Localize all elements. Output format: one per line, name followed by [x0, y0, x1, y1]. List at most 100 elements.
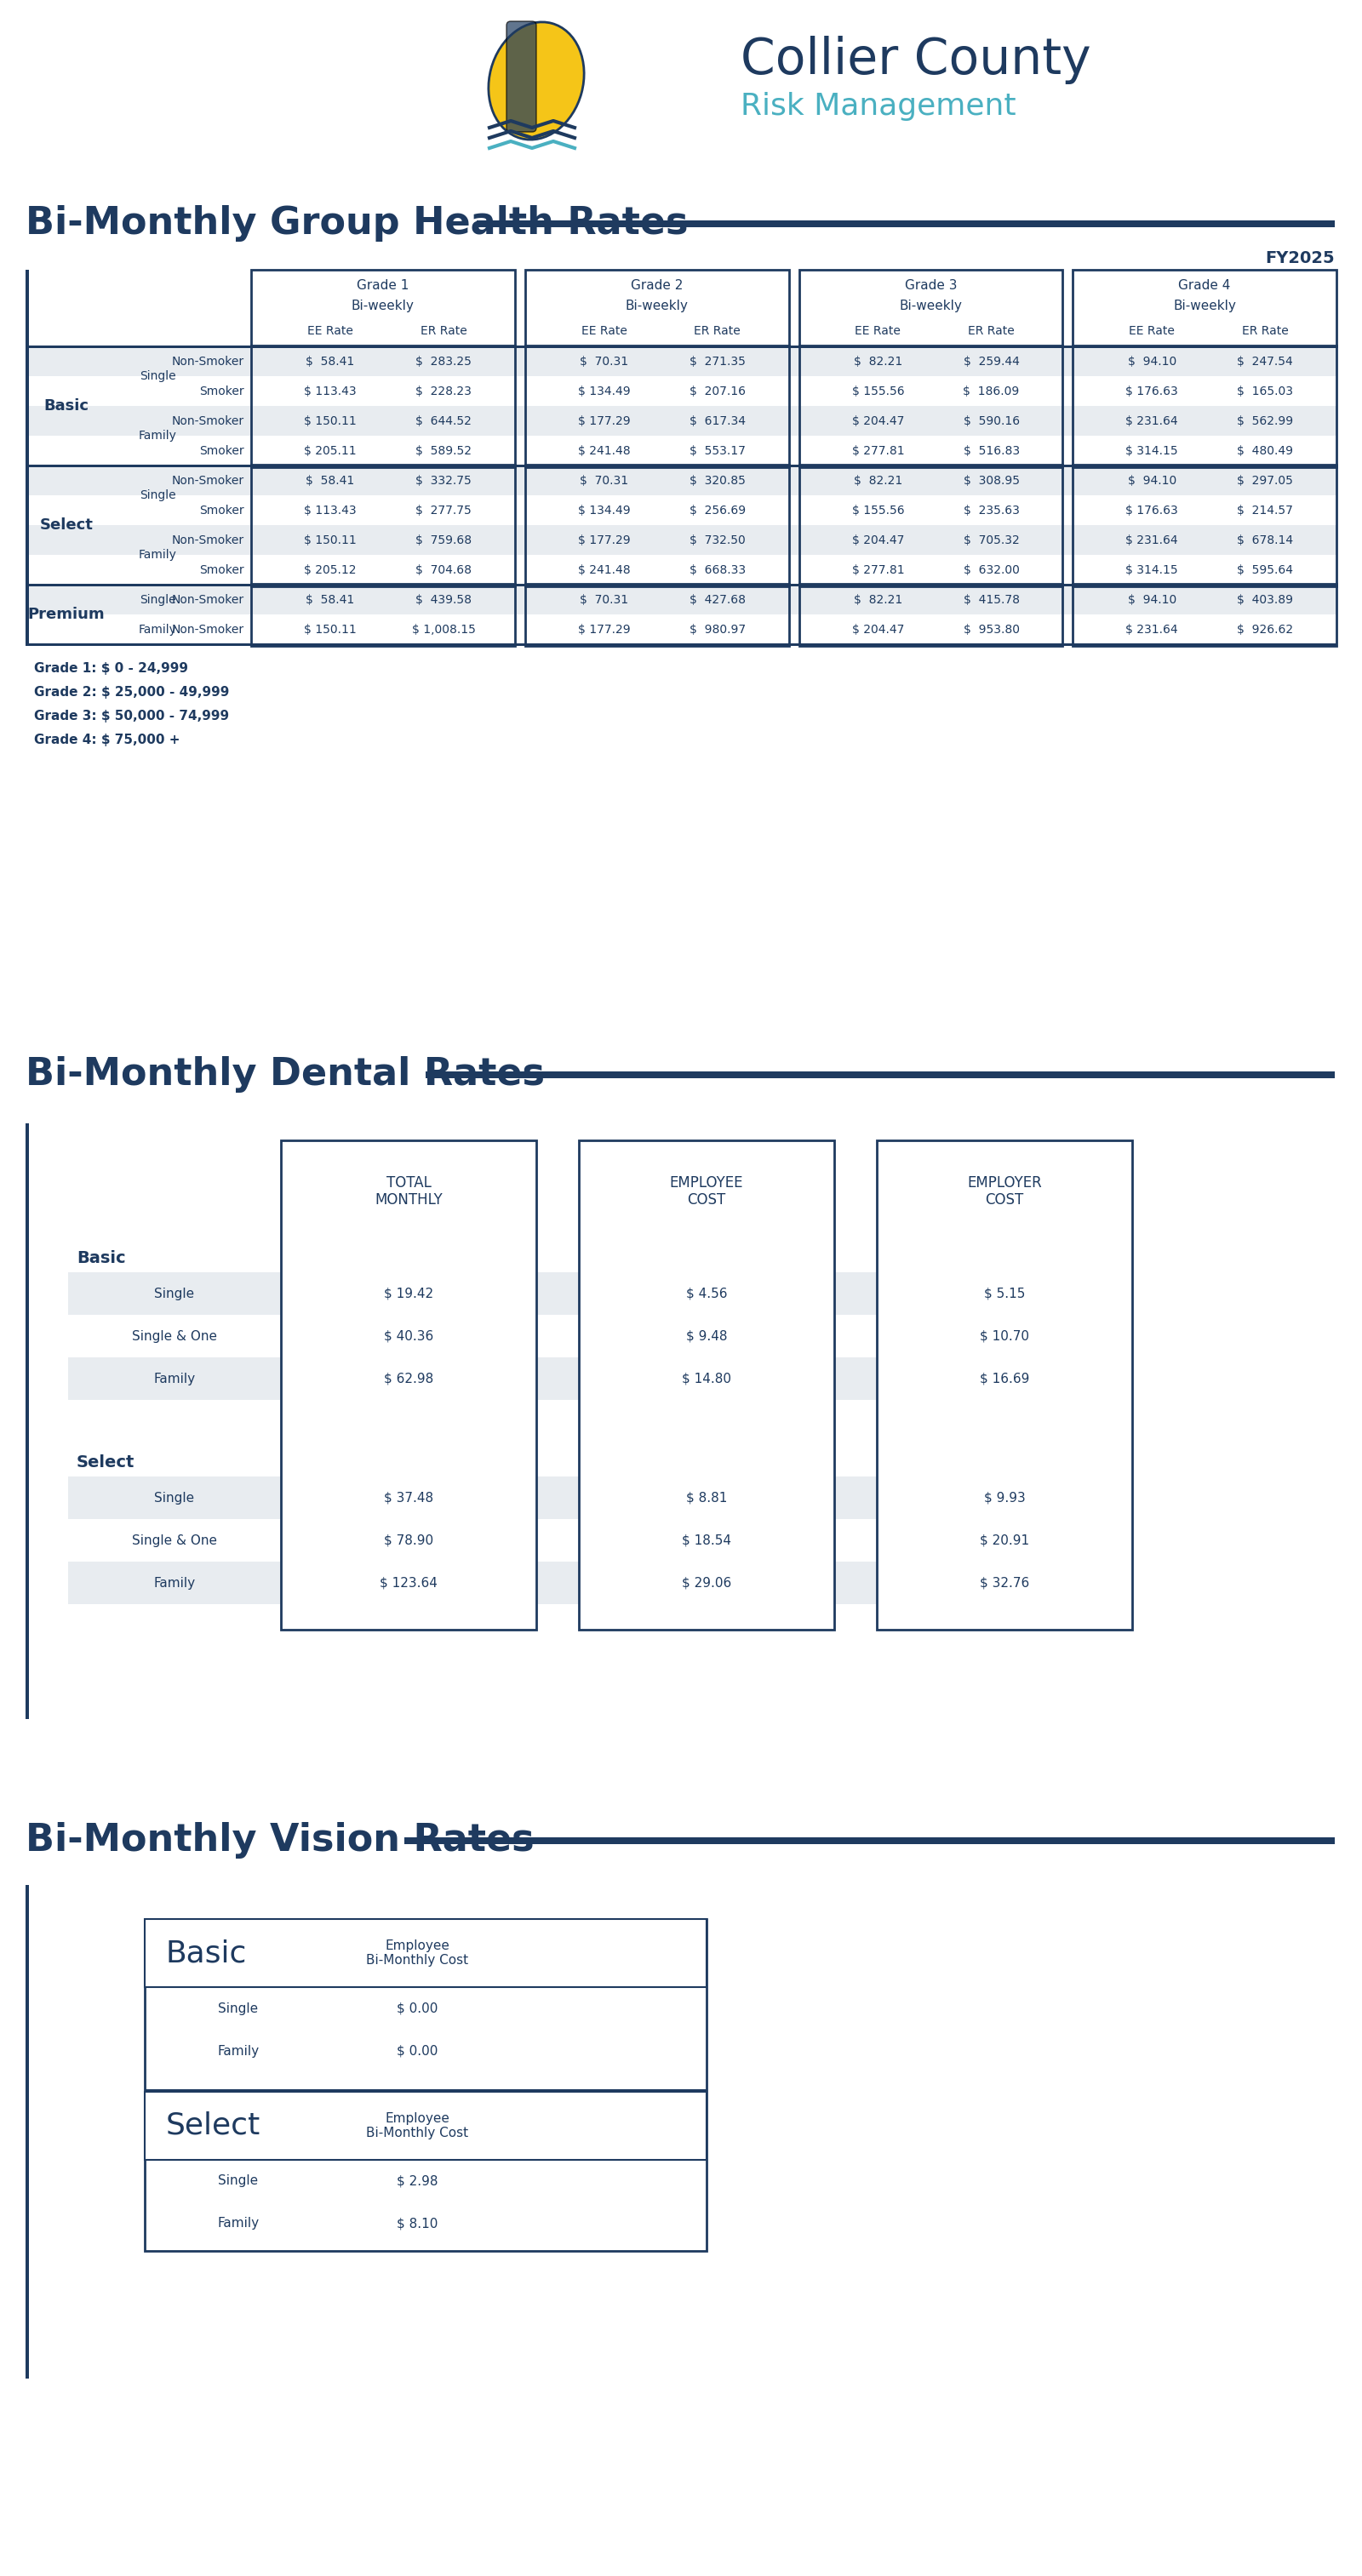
Text: $ 0.00: $ 0.00	[396, 2002, 437, 2014]
Text: $ 177.29: $ 177.29	[577, 623, 631, 636]
Text: $  590.16: $ 590.16	[963, 415, 1020, 428]
Text: $ 18.54: $ 18.54	[682, 1533, 731, 1546]
Text: Family: Family	[139, 623, 177, 636]
FancyBboxPatch shape	[877, 1141, 1132, 1631]
Text: $  553.17: $ 553.17	[689, 446, 745, 456]
Text: EE Rate: EE Rate	[855, 325, 900, 337]
Text: $  58.41: $ 58.41	[306, 592, 354, 605]
Text: $  759.68: $ 759.68	[415, 533, 471, 546]
FancyBboxPatch shape	[26, 435, 1336, 466]
Text: ER Rate: ER Rate	[695, 325, 741, 337]
Text: Smoker: Smoker	[199, 384, 244, 397]
FancyBboxPatch shape	[405, 1837, 1335, 1844]
FancyBboxPatch shape	[281, 1141, 537, 1631]
FancyBboxPatch shape	[477, 219, 1335, 227]
Text: $  668.33: $ 668.33	[689, 564, 745, 574]
Text: Grade 3: Grade 3	[904, 278, 957, 291]
Text: Risk Management: Risk Management	[741, 93, 1016, 121]
Text: Single: Single	[218, 2002, 259, 2014]
Text: Family: Family	[218, 2218, 259, 2231]
FancyBboxPatch shape	[26, 270, 29, 644]
Text: Employee
Bi-Monthly Cost: Employee Bi-Monthly Cost	[366, 2112, 469, 2141]
FancyBboxPatch shape	[68, 1273, 1132, 1314]
Text: $  589.52: $ 589.52	[415, 446, 471, 456]
Text: $ 4.56: $ 4.56	[686, 1288, 727, 1301]
Text: Bi-weekly: Bi-weekly	[899, 299, 962, 312]
Text: $  562.99: $ 562.99	[1237, 415, 1294, 428]
Text: $  617.34: $ 617.34	[689, 415, 745, 428]
Text: EMPLOYEE
COST: EMPLOYEE COST	[670, 1175, 744, 1208]
Text: $  595.64: $ 595.64	[1237, 564, 1294, 574]
Text: Smoker: Smoker	[199, 505, 244, 515]
Text: Family: Family	[154, 1577, 195, 1589]
Text: Single: Single	[139, 592, 176, 605]
Text: Premium: Premium	[27, 608, 105, 621]
FancyBboxPatch shape	[507, 21, 537, 131]
FancyBboxPatch shape	[68, 1358, 1132, 1399]
Text: $ 16.69: $ 16.69	[979, 1373, 1030, 1386]
Text: Family: Family	[139, 549, 177, 562]
Text: $ 32.76: $ 32.76	[979, 1577, 1030, 1589]
Text: $  247.54: $ 247.54	[1237, 355, 1294, 368]
Text: $ 231.64: $ 231.64	[1125, 533, 1178, 546]
Text: FY2025: FY2025	[1265, 250, 1335, 265]
Text: $  186.09: $ 186.09	[963, 384, 1020, 397]
FancyBboxPatch shape	[144, 2092, 707, 2159]
Text: $  427.68: $ 427.68	[689, 592, 745, 605]
Text: $ 204.47: $ 204.47	[851, 623, 904, 636]
Text: Non-Smoker: Non-Smoker	[172, 355, 244, 368]
Text: $  704.68: $ 704.68	[415, 564, 471, 574]
Text: Basic: Basic	[166, 1940, 247, 1968]
Text: $  403.89: $ 403.89	[1237, 592, 1294, 605]
FancyBboxPatch shape	[26, 526, 1336, 554]
Text: $  320.85: $ 320.85	[689, 474, 745, 487]
Text: Single: Single	[154, 1288, 195, 1301]
Text: Grade 3: $ 50,000 - 74,999: Grade 3: $ 50,000 - 74,999	[34, 708, 229, 721]
Text: $ 314.15: $ 314.15	[1125, 564, 1178, 574]
Text: $  214.57: $ 214.57	[1237, 505, 1294, 515]
Text: $ 62.98: $ 62.98	[384, 1373, 433, 1386]
Text: $  439.58: $ 439.58	[415, 592, 471, 605]
Text: $  82.21: $ 82.21	[854, 474, 903, 487]
FancyBboxPatch shape	[579, 1141, 834, 1631]
Text: $ 78.90: $ 78.90	[384, 1533, 433, 1546]
FancyBboxPatch shape	[68, 1314, 1132, 1358]
Text: $ 205.12: $ 205.12	[304, 564, 357, 574]
Text: Grade 1: Grade 1	[357, 278, 409, 291]
Text: EMPLOYER
COST: EMPLOYER COST	[967, 1175, 1042, 1208]
FancyBboxPatch shape	[26, 345, 1336, 376]
FancyBboxPatch shape	[26, 466, 1336, 495]
FancyBboxPatch shape	[26, 1123, 29, 1718]
Text: Smoker: Smoker	[199, 564, 244, 574]
Text: Grade 1: $ 0 - 24,999: Grade 1: $ 0 - 24,999	[34, 662, 188, 675]
Text: $  980.97: $ 980.97	[689, 623, 745, 636]
Text: Family: Family	[218, 2045, 259, 2058]
Text: $ 204.47: $ 204.47	[851, 415, 904, 428]
Text: $ 37.48: $ 37.48	[384, 1492, 433, 1504]
Text: $  82.21: $ 82.21	[854, 592, 903, 605]
Ellipse shape	[489, 23, 584, 139]
Text: $ 5.15: $ 5.15	[983, 1288, 1026, 1301]
Text: $  926.62: $ 926.62	[1237, 623, 1294, 636]
Text: Grade 4: Grade 4	[1178, 278, 1231, 291]
Text: $  283.25: $ 283.25	[415, 355, 471, 368]
Text: ER Rate: ER Rate	[421, 325, 467, 337]
Text: $  308.95: $ 308.95	[963, 474, 1020, 487]
Text: $ 277.81: $ 277.81	[851, 446, 904, 456]
FancyBboxPatch shape	[144, 1919, 707, 2251]
Text: $  165.03: $ 165.03	[1237, 384, 1294, 397]
Text: $  94.10: $ 94.10	[1128, 474, 1177, 487]
Text: $ 1,008.15: $ 1,008.15	[411, 623, 475, 636]
FancyBboxPatch shape	[524, 270, 789, 345]
Text: $  480.49: $ 480.49	[1237, 446, 1294, 456]
Text: $ 8.81: $ 8.81	[686, 1492, 727, 1504]
Text: Grade 4: $ 75,000 +: Grade 4: $ 75,000 +	[34, 734, 180, 747]
FancyBboxPatch shape	[144, 1986, 707, 2030]
FancyBboxPatch shape	[68, 1561, 1132, 1605]
Text: $ 19.42: $ 19.42	[384, 1288, 433, 1301]
Text: $  732.50: $ 732.50	[689, 533, 745, 546]
Text: $  678.14: $ 678.14	[1237, 533, 1294, 546]
Text: Non-Smoker: Non-Smoker	[172, 533, 244, 546]
Text: Employee
Bi-Monthly Cost: Employee Bi-Monthly Cost	[366, 1940, 469, 1968]
Text: Single & One: Single & One	[132, 1533, 217, 1546]
